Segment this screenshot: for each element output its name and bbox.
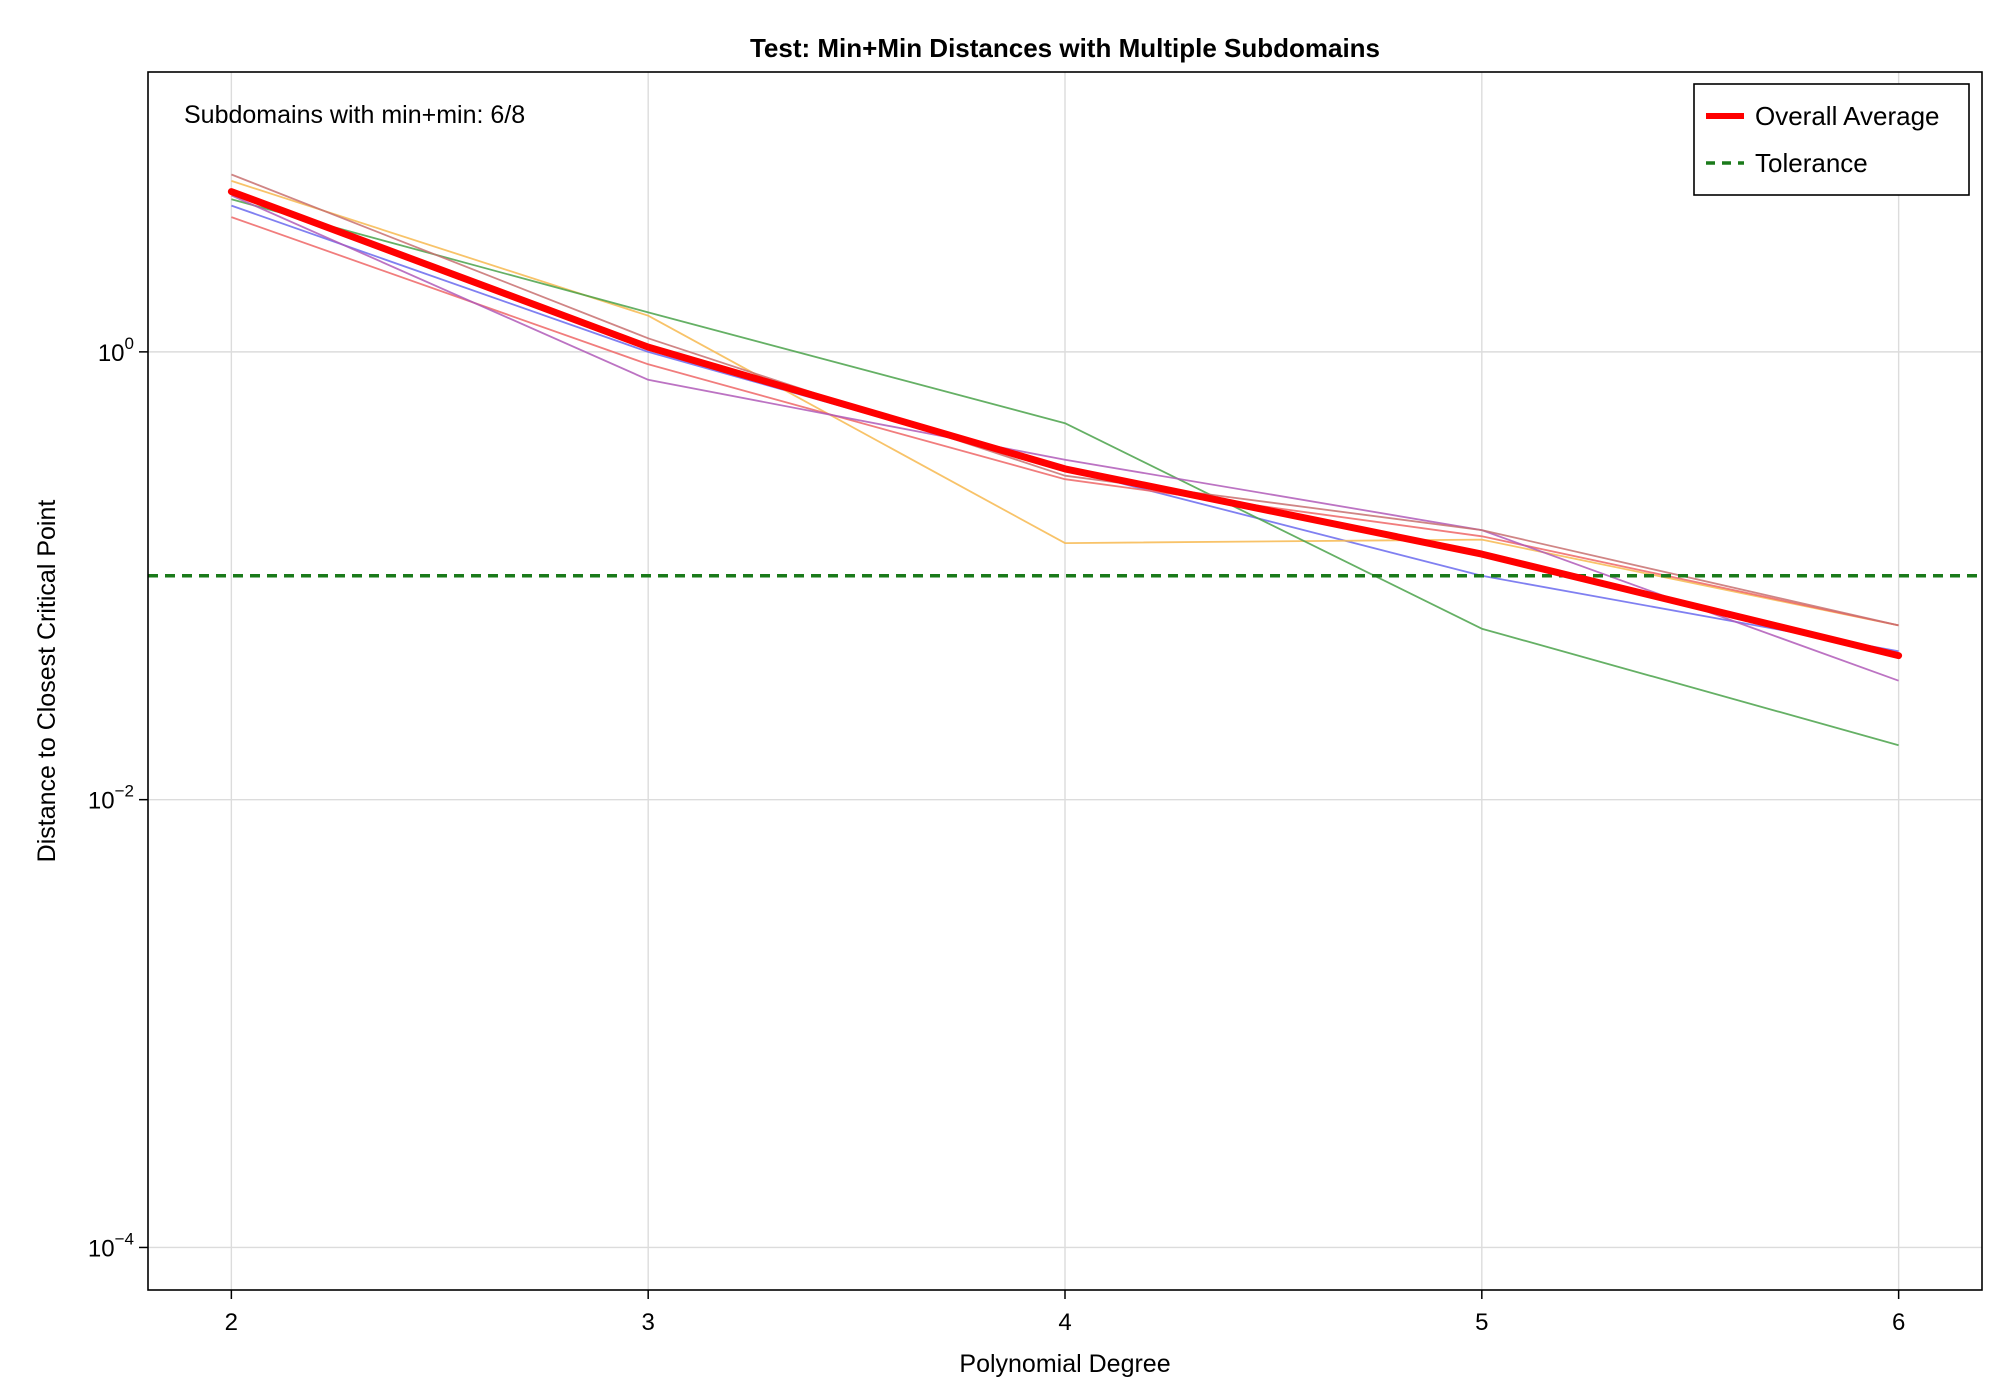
x-tick-label: 3 — [642, 1309, 655, 1336]
subdomain-line — [231, 180, 1899, 627]
x-tick-label: 2 — [225, 1309, 238, 1336]
y-tick-base: 10 — [98, 340, 125, 367]
x-tick-label: 4 — [1058, 1309, 1071, 1336]
x-tick-label: 5 — [1475, 1309, 1488, 1336]
x-axis-label: Polynomial Degree — [959, 1350, 1170, 1378]
legend: Overall Average Tolerance — [1693, 83, 1970, 196]
overall-average-line — [227, 188, 1903, 660]
legend-label-overall-average: Overall Average — [1755, 101, 1940, 131]
y-tick-label: 10−2 — [88, 782, 134, 815]
y-tick-label: 10−4 — [88, 1229, 134, 1262]
y-tick-base: 10 — [88, 1235, 115, 1262]
series-lines — [148, 188, 1982, 660]
chart-title: Test: Min+Min Distances with Multiple Su… — [750, 33, 1380, 63]
y-tick-base: 10 — [88, 788, 115, 815]
legend-box — [1693, 83, 1970, 196]
legend-label-tolerance: Tolerance — [1755, 148, 1868, 178]
subdomain-line — [231, 198, 1899, 747]
subdomain-line — [231, 173, 1899, 627]
y-tick-exponent: −2 — [115, 782, 134, 801]
x-axis-ticks: 2 3 4 5 6 — [225, 1290, 1905, 1336]
y-axis-label: Distance to Closest Critical Point — [33, 500, 61, 863]
subdomain-line — [231, 194, 1899, 682]
y-tick-exponent: 0 — [125, 334, 134, 353]
subdomain-line — [231, 216, 1899, 627]
y-tick-label: 100 — [98, 334, 134, 367]
y-tick-exponent: −4 — [115, 1229, 134, 1248]
grid — [148, 72, 1982, 1290]
x-tick-label: 6 — [1892, 1309, 1905, 1336]
annotation-subdomain-count: Subdomains with min+min: 6/8 — [184, 101, 525, 129]
